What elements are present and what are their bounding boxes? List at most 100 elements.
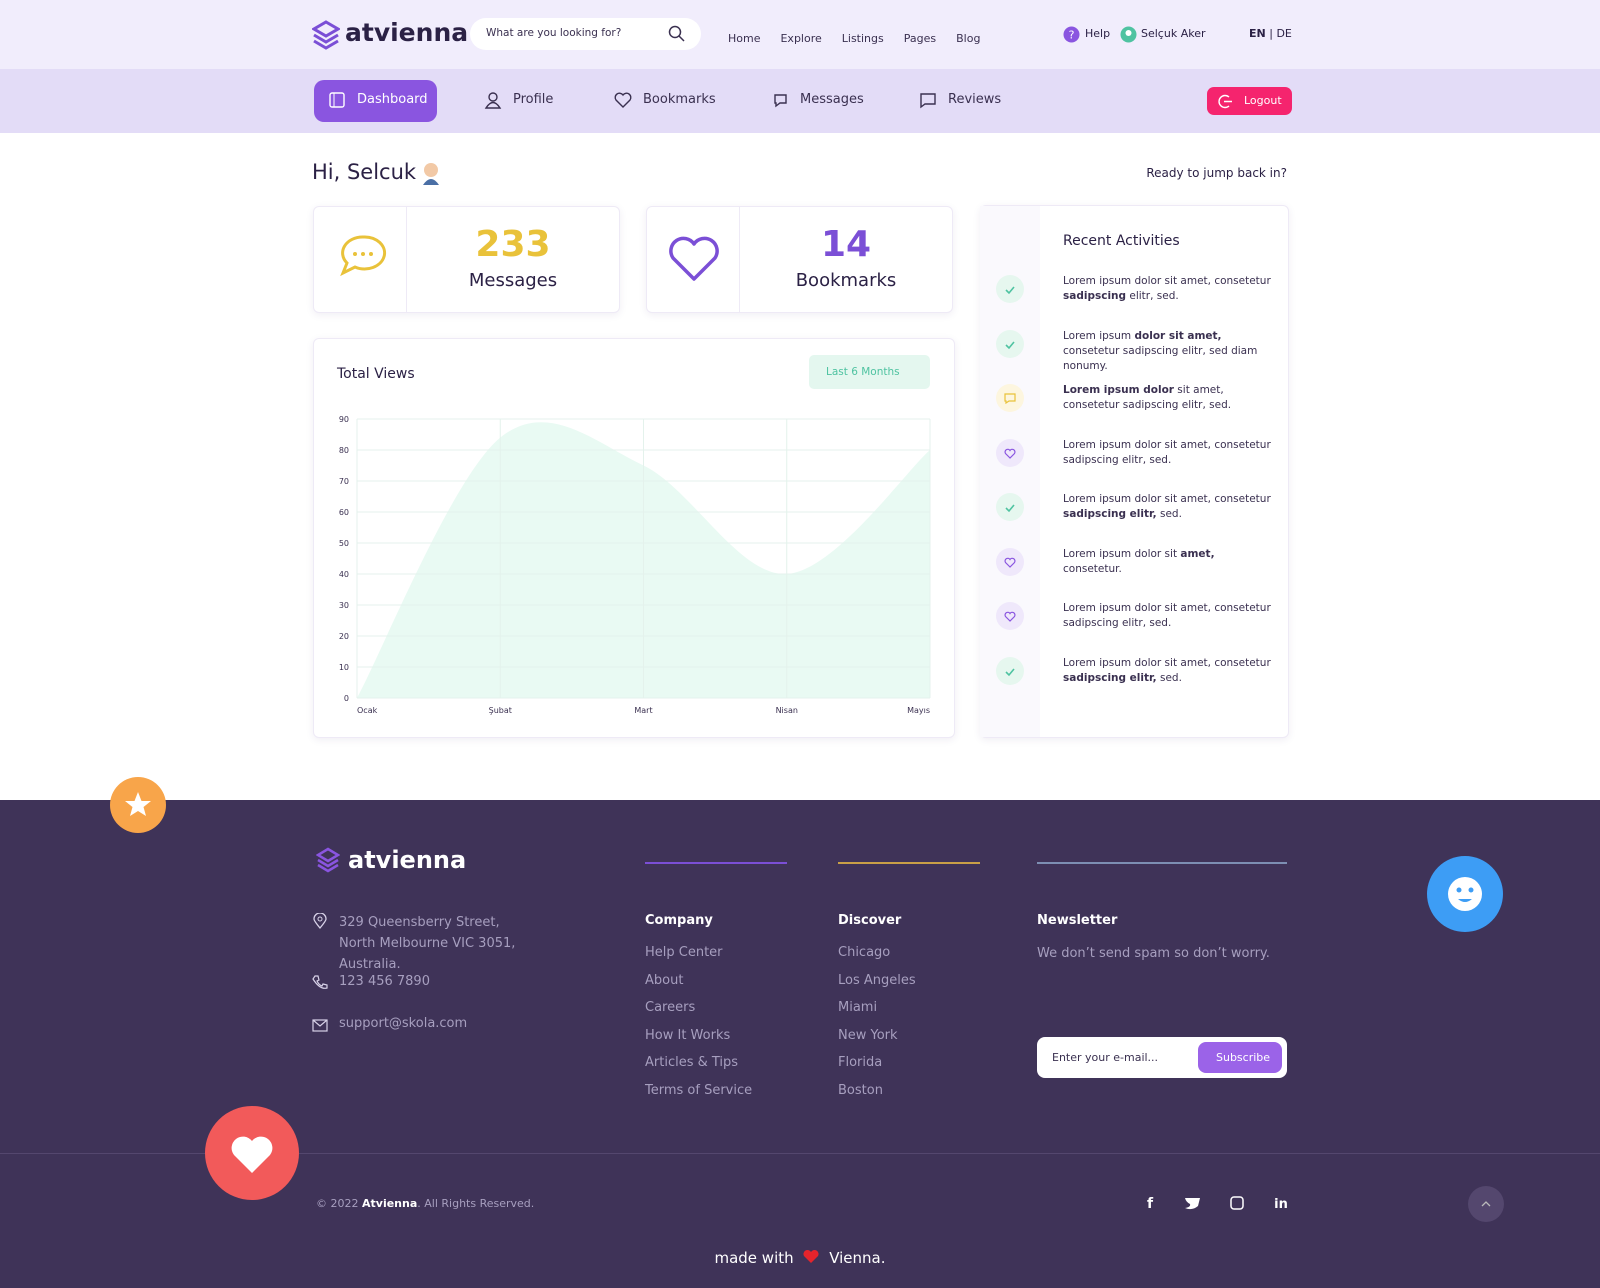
menu-item[interactable]: Blog xyxy=(956,32,981,45)
copyright-part: Atvienna xyxy=(362,1197,418,1210)
period-label[interactable]: Last 6 Months xyxy=(826,366,900,378)
menu-item[interactable]: Listings xyxy=(841,32,884,45)
activity-icon xyxy=(996,438,1024,471)
copyright: © 2022 Atvienna. All Rights Reserved. xyxy=(316,1197,534,1210)
stat-value: 14 xyxy=(820,224,872,265)
activity-icon xyxy=(996,275,1024,307)
help-link[interactable]: Help xyxy=(1085,27,1111,40)
subscribe-label[interactable]: Subscribe xyxy=(1216,1051,1271,1064)
nav-item[interactable]: Dashboard xyxy=(357,92,428,107)
like-button[interactable] xyxy=(204,1105,300,1201)
top-bar xyxy=(0,0,1600,69)
footer-column-title: Company xyxy=(645,913,713,928)
footer-link[interactable]: Careers xyxy=(645,1000,696,1015)
nav-icon[interactable] xyxy=(614,91,632,113)
activity-icon xyxy=(996,384,1024,416)
made-with-text: made with xyxy=(714,1249,794,1267)
footer-link[interactable]: Los Angeles xyxy=(838,972,916,988)
y-tick-label: 30 xyxy=(339,601,349,610)
email[interactable]: support@skola.com xyxy=(339,1016,468,1031)
search-icon[interactable] xyxy=(668,25,686,43)
footer-logo[interactable]: atvienna xyxy=(348,846,467,874)
facebook-icon[interactable]: f xyxy=(1147,1196,1154,1212)
footer-column-title: Discover xyxy=(838,913,902,928)
messages-icon xyxy=(340,235,387,277)
y-tick-label: 60 xyxy=(339,508,349,517)
y-tick-label: 20 xyxy=(339,632,349,641)
language-switch[interactable]: EN | DE xyxy=(1249,27,1292,40)
logo-icon xyxy=(312,20,340,50)
footer-link[interactable]: Articles & Tips xyxy=(645,1055,739,1070)
nav-item[interactable]: Reviews xyxy=(948,92,1002,107)
copyright-part: . All Rights Reserved. xyxy=(417,1197,535,1210)
footer-link[interactable]: Chicago xyxy=(838,945,891,960)
menu-item[interactable]: Pages xyxy=(903,32,937,45)
instagram-icon[interactable] xyxy=(1230,1196,1244,1210)
activity-text: Lorem ipsum dolor sit amet, consetetur s… xyxy=(1063,383,1273,413)
footer-link[interactable]: How It Works xyxy=(645,1027,731,1043)
nav-icon[interactable] xyxy=(484,91,502,113)
period-select[interactable] xyxy=(809,355,930,389)
main-menu: Home Explore Listings Pages Blog xyxy=(728,27,1000,46)
user-menu[interactable]: Selçuk Aker xyxy=(1141,27,1206,40)
chat-button[interactable] xyxy=(1426,855,1504,933)
subscribe-button[interactable] xyxy=(1198,1042,1282,1073)
activity-text: Lorem ipsum dolor sit amet, consetetur. xyxy=(1063,547,1273,577)
social-icons: f in xyxy=(1147,1196,1288,1212)
activity-icon xyxy=(996,329,1024,362)
activity-text-part: sit amet, consetetur sadipscing elitr, s… xyxy=(1063,384,1232,411)
star-button[interactable] xyxy=(109,776,167,834)
activity-icon xyxy=(996,493,1024,525)
nav-item[interactable]: Bookmarks xyxy=(643,92,716,107)
footer-link[interactable]: About xyxy=(645,972,684,988)
logout-button[interactable] xyxy=(1207,87,1292,115)
menu-item[interactable]: Explore xyxy=(780,32,822,45)
search-box[interactable] xyxy=(470,18,701,50)
nav-icon[interactable] xyxy=(328,91,346,113)
linkedin-icon[interactable]: in xyxy=(1274,1197,1288,1212)
nav-item[interactable]: Messages xyxy=(800,92,864,107)
logout-label[interactable]: Logout xyxy=(1244,94,1282,107)
footer-link[interactable]: Florida xyxy=(838,1055,883,1070)
bookmarks-icon xyxy=(669,236,719,281)
activity-icon xyxy=(996,547,1024,580)
activity-text: Lorem ipsum dolor sit amet, consetetur s… xyxy=(1063,492,1273,522)
footer-link[interactable]: Help Center xyxy=(645,945,723,960)
activity-text-part: sed. xyxy=(1156,508,1182,520)
lang-other[interactable]: DE xyxy=(1276,27,1292,40)
x-tick-label: Şubat xyxy=(489,706,512,715)
twitter-icon[interactable] xyxy=(1185,1198,1200,1210)
logo[interactable]: atvienna xyxy=(345,18,469,47)
scroll-top[interactable] xyxy=(1467,1185,1505,1223)
footer-link[interactable]: New York xyxy=(838,1027,898,1043)
y-tick-label: 10 xyxy=(339,663,349,672)
footer-link[interactable]: Terms of Service xyxy=(645,1082,753,1098)
activity-text-part: elitr, sed. xyxy=(1126,290,1179,302)
card-divider xyxy=(406,206,407,313)
footer-link[interactable]: Boston xyxy=(838,1082,883,1098)
activity-text-part: consetetur sadipscing elitr, sed diam no… xyxy=(1063,344,1258,372)
activity-text-part: Lorem ipsum dolor xyxy=(1063,384,1174,396)
y-tick-label: 40 xyxy=(339,570,349,579)
phone[interactable]: 123 456 7890 xyxy=(339,974,430,989)
nav-icon[interactable] xyxy=(919,91,937,113)
pin-icon xyxy=(313,913,327,929)
activity-text: Lorem ipsum dolor sit amet, consetetur s… xyxy=(1063,601,1273,631)
search-placeholder: What are you looking for? xyxy=(486,27,622,39)
made-with-city: Vienna. xyxy=(829,1249,886,1267)
activity-text-part: sadipscing xyxy=(1063,290,1127,302)
stat-card xyxy=(313,206,620,313)
footer-link[interactable]: Miami xyxy=(838,1000,878,1015)
activity-text-part: dolor sit amet, xyxy=(1134,329,1222,342)
activities-title: Recent Activities xyxy=(1063,233,1180,249)
nav-icon[interactable] xyxy=(771,91,789,113)
nav-item[interactable]: Profile xyxy=(513,92,554,107)
x-tick-label: Ocak xyxy=(357,706,378,715)
activity-text-part: sadipscing elitr, xyxy=(1063,671,1157,684)
help-icon: ? xyxy=(1063,26,1080,43)
menu-item[interactable]: Home xyxy=(728,32,761,45)
stat-card xyxy=(646,206,953,313)
phone-icon xyxy=(312,975,328,989)
logout-icon xyxy=(1218,94,1232,109)
